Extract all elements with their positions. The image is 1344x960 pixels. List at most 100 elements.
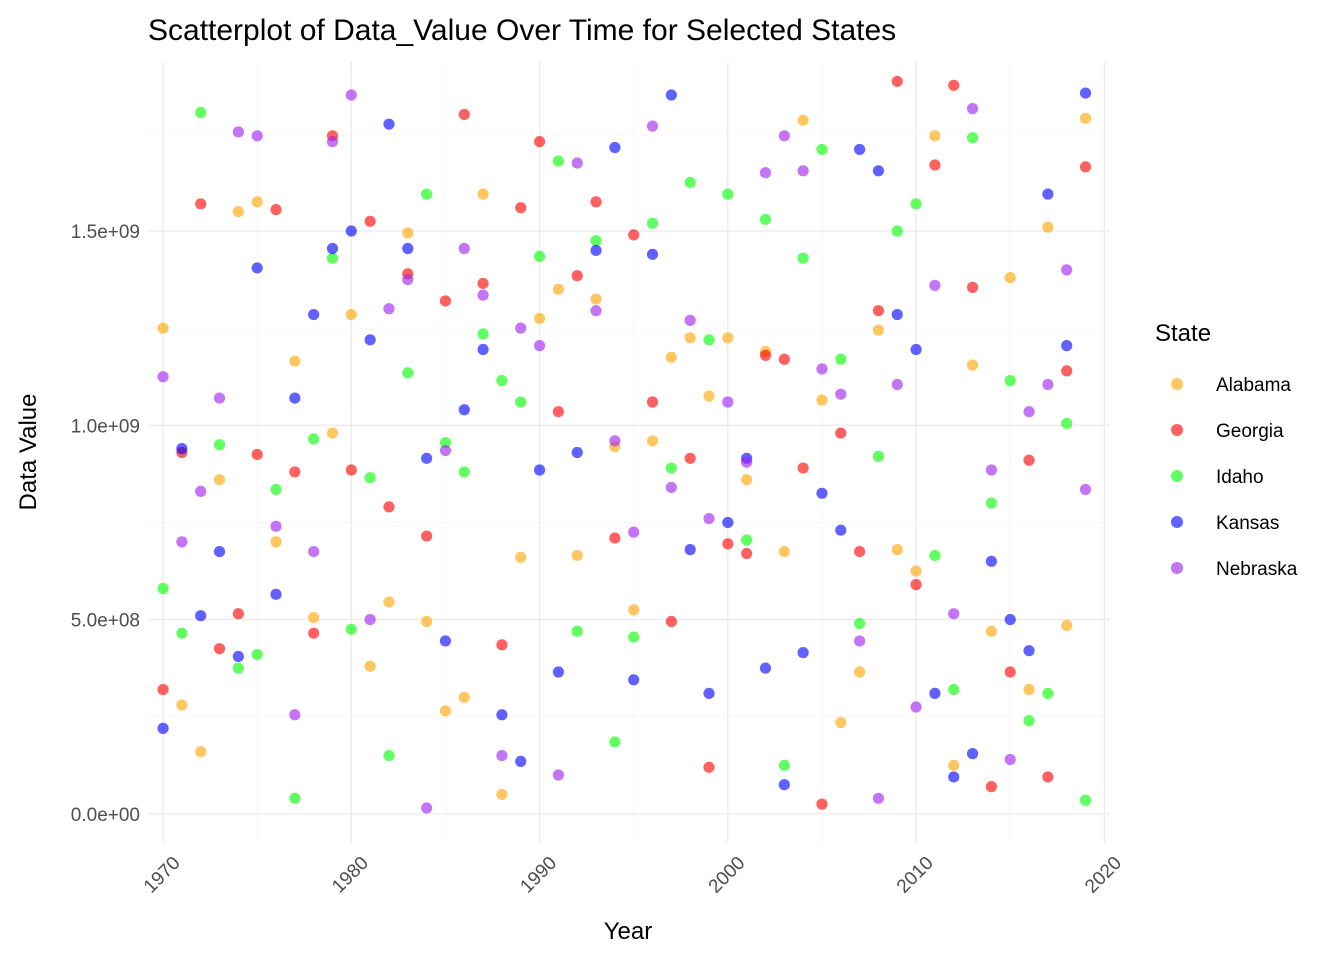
data-point xyxy=(985,497,997,509)
data-point xyxy=(741,456,753,468)
data-point xyxy=(364,334,376,346)
data-point xyxy=(477,328,489,340)
data-point xyxy=(590,235,602,247)
data-point xyxy=(835,388,847,400)
data-point xyxy=(741,474,753,486)
data-point xyxy=(176,699,188,711)
legend-label: Alabama xyxy=(1216,375,1291,396)
data-point xyxy=(195,610,207,622)
data-point xyxy=(590,196,602,208)
data-point xyxy=(421,530,433,542)
data-point xyxy=(854,666,866,678)
data-point xyxy=(571,270,583,282)
data-point xyxy=(816,363,828,375)
legend-label: Idaho xyxy=(1216,467,1264,488)
chart-title: Scatterplot of Data_Value Over Time for … xyxy=(148,14,896,47)
data-point xyxy=(458,404,470,416)
data-point xyxy=(778,545,790,558)
data-point xyxy=(1004,753,1016,766)
x-axis-title: Year xyxy=(604,918,653,945)
legend-item-georgia: Georgia xyxy=(1171,421,1284,442)
data-point xyxy=(289,709,301,721)
data-point xyxy=(402,242,414,255)
data-point xyxy=(759,167,772,179)
data-point xyxy=(1061,365,1073,377)
data-point xyxy=(289,392,301,404)
data-point xyxy=(966,359,979,371)
legend-key xyxy=(1171,562,1183,574)
data-point xyxy=(477,343,489,356)
data-point xyxy=(477,277,489,290)
data-point xyxy=(402,273,414,286)
data-point xyxy=(157,722,169,734)
data-point xyxy=(816,394,828,406)
data-point xyxy=(835,427,847,439)
data-point xyxy=(1079,87,1092,99)
data-point xyxy=(251,448,263,461)
data-point xyxy=(590,293,602,305)
data-point xyxy=(571,549,583,562)
data-point xyxy=(515,551,527,564)
data-point xyxy=(1079,794,1092,806)
data-point xyxy=(985,555,997,567)
data-point xyxy=(872,792,885,804)
data-point xyxy=(646,120,659,132)
data-point xyxy=(496,749,508,762)
data-point xyxy=(213,439,226,451)
data-point xyxy=(684,314,696,326)
data-point xyxy=(854,635,866,647)
data-point xyxy=(872,450,885,462)
data-point xyxy=(157,582,169,595)
x-tick-label: 2000 xyxy=(705,853,750,898)
data-point xyxy=(985,625,997,637)
data-point xyxy=(157,371,169,383)
legend-label: Kansas xyxy=(1216,513,1279,534)
data-point xyxy=(609,435,621,447)
data-point xyxy=(948,771,960,783)
data-point xyxy=(759,213,772,225)
data-point xyxy=(966,281,979,293)
data-point xyxy=(1079,483,1092,496)
data-point xyxy=(1023,406,1035,418)
data-point xyxy=(778,779,790,791)
data-point xyxy=(985,464,997,476)
data-point xyxy=(684,332,696,344)
data-point xyxy=(571,625,583,637)
data-point xyxy=(270,520,282,532)
x-axis-tick-labels: 1970 1980 1990 2000 2010 2020 xyxy=(140,853,1126,898)
x-tick-label: 1990 xyxy=(516,853,561,898)
data-point xyxy=(232,608,244,620)
legend-item-alabama: Alabama xyxy=(1171,375,1291,396)
data-point xyxy=(835,716,847,729)
data-point xyxy=(854,617,866,630)
data-point xyxy=(722,516,734,529)
data-point xyxy=(778,353,790,365)
data-point xyxy=(703,334,715,346)
data-point xyxy=(496,788,508,801)
legend-key xyxy=(1171,516,1183,528)
data-point xyxy=(232,662,244,674)
data-point xyxy=(270,536,282,548)
data-point xyxy=(326,136,339,148)
data-point xyxy=(948,683,960,696)
data-point xyxy=(383,501,395,513)
data-point xyxy=(1023,454,1035,466)
legend-title: State xyxy=(1155,320,1211,347)
data-point xyxy=(458,691,470,703)
legend-item-idaho: Idaho xyxy=(1171,467,1264,488)
data-point xyxy=(590,305,602,317)
data-point xyxy=(308,545,320,558)
data-point xyxy=(157,322,169,334)
data-point xyxy=(571,446,583,459)
data-point xyxy=(703,512,715,525)
data-point xyxy=(665,351,677,363)
data-point xyxy=(665,615,677,628)
data-point xyxy=(232,650,244,663)
data-point xyxy=(383,303,395,315)
data-point xyxy=(910,198,922,210)
data-point xyxy=(289,466,301,478)
data-point xyxy=(1061,340,1073,352)
data-point xyxy=(251,130,263,142)
data-point xyxy=(665,89,677,101)
